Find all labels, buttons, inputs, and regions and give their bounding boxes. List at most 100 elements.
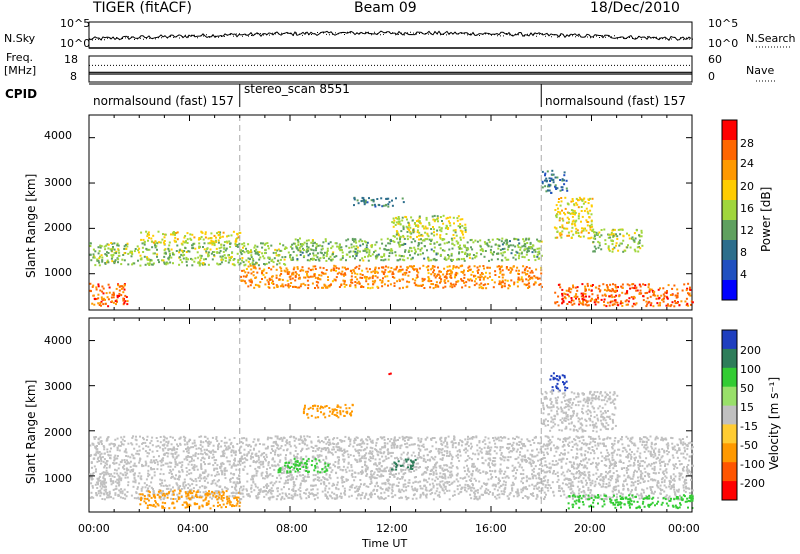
power-cell: [261, 242, 264, 245]
power-cell: [255, 261, 258, 264]
power-cell: [422, 264, 425, 267]
velocity-cell: [472, 436, 475, 439]
power-cell: [575, 219, 578, 222]
power-cell: [561, 226, 564, 229]
velocity-cell: [243, 461, 246, 464]
velocity-cell: [529, 453, 532, 456]
velocity-cell: [603, 464, 606, 467]
power-cell: [426, 249, 428, 252]
power-cell: [163, 240, 166, 242]
velocity-cell: [683, 446, 686, 449]
velocity-cell: [393, 441, 396, 444]
power-cell: [507, 245, 510, 248]
power-cell: [443, 249, 446, 252]
velocity-cell: [374, 458, 377, 461]
power-cell: [408, 281, 411, 284]
power-cell: [444, 281, 447, 284]
velocity-cell: [532, 461, 535, 464]
velocity-cell: [192, 459, 195, 462]
power-cell: [581, 283, 584, 286]
power-cell: [330, 247, 333, 250]
velocity-cell: [501, 437, 504, 440]
power-cell: [460, 258, 463, 261]
velocity-cell: [404, 495, 407, 498]
velocity-cell: [641, 443, 644, 446]
power-cell: [497, 252, 500, 255]
power-cell: [647, 286, 650, 289]
velocity-cell: [332, 482, 335, 485]
power-cell: [89, 245, 92, 247]
power-cell: [478, 276, 481, 279]
power-cell: [478, 286, 481, 289]
velocity-cell: [519, 451, 522, 454]
power-cell: [224, 256, 227, 259]
velocity-cell: [361, 466, 364, 468]
velocity-cell: [201, 445, 204, 448]
velocity-cell: [337, 442, 340, 445]
velocity-cell: [381, 488, 384, 491]
power-cell: [190, 257, 192, 260]
power-cell: [555, 216, 558, 219]
power-cell: [166, 262, 169, 265]
power-cell: [250, 280, 253, 283]
velocity-cell: [174, 451, 177, 454]
velocity-cell: [566, 437, 568, 440]
power-cell: [450, 252, 453, 255]
power-cell: [671, 301, 674, 304]
velocity-cell: [480, 448, 483, 451]
power-cell: [575, 227, 578, 230]
velocity-cell: [97, 479, 100, 482]
velocity-cell: [313, 484, 316, 487]
velocity-cell: [659, 462, 661, 465]
velocity-cell: [131, 443, 134, 446]
velocity-cell: [302, 474, 304, 476]
power-cell: [101, 298, 104, 301]
velocity-cell: [594, 483, 597, 486]
velocity-cell: [576, 444, 579, 447]
power-cell: [554, 301, 557, 304]
velocity-cell: [651, 486, 654, 488]
velocity-cell: [522, 482, 524, 485]
power-cell: [629, 246, 632, 249]
power-cell: [518, 242, 521, 245]
power-cell: [479, 273, 482, 276]
velocity-cell: [312, 450, 315, 452]
power-cell: [590, 236, 593, 239]
power-cell: [261, 270, 264, 273]
power-cell: [421, 234, 424, 237]
velocity-cell: [549, 487, 552, 489]
velocity-cell: [604, 474, 607, 477]
power-cell: [284, 256, 287, 258]
power-cell: [381, 279, 384, 282]
power-cell: [271, 282, 273, 284]
velocity-cell: [660, 456, 663, 459]
power-cell: [480, 282, 483, 285]
velocity-cell: [601, 485, 604, 488]
power-cell: [561, 298, 564, 301]
power-cell: [442, 222, 445, 225]
power-cell: [381, 256, 383, 258]
velocity-cell: [495, 452, 498, 455]
power-cell: [395, 233, 398, 236]
velocity-cell: [266, 476, 269, 479]
power-cell: [433, 246, 436, 249]
power-cell: [527, 275, 530, 278]
velocity-cell: [191, 467, 194, 470]
velocity-cell: [446, 489, 449, 492]
velocity-cell: [146, 435, 149, 438]
velocity-cell: [564, 483, 567, 486]
power-cell: [361, 199, 364, 202]
power-feature: [290, 237, 543, 262]
power-cell: [572, 213, 575, 215]
power-cell: [566, 202, 569, 205]
velocity-cell: [686, 435, 688, 438]
velocity-cell: [378, 475, 381, 478]
power-cell: [426, 238, 429, 241]
velocity-cell: [236, 443, 239, 445]
velocity-cell: [174, 461, 177, 464]
power-cell: [89, 253, 92, 256]
velocity-cell: [585, 493, 588, 496]
power-cell: [615, 286, 618, 289]
velocity-cell: [441, 489, 444, 491]
velocity-cell: [173, 448, 176, 450]
